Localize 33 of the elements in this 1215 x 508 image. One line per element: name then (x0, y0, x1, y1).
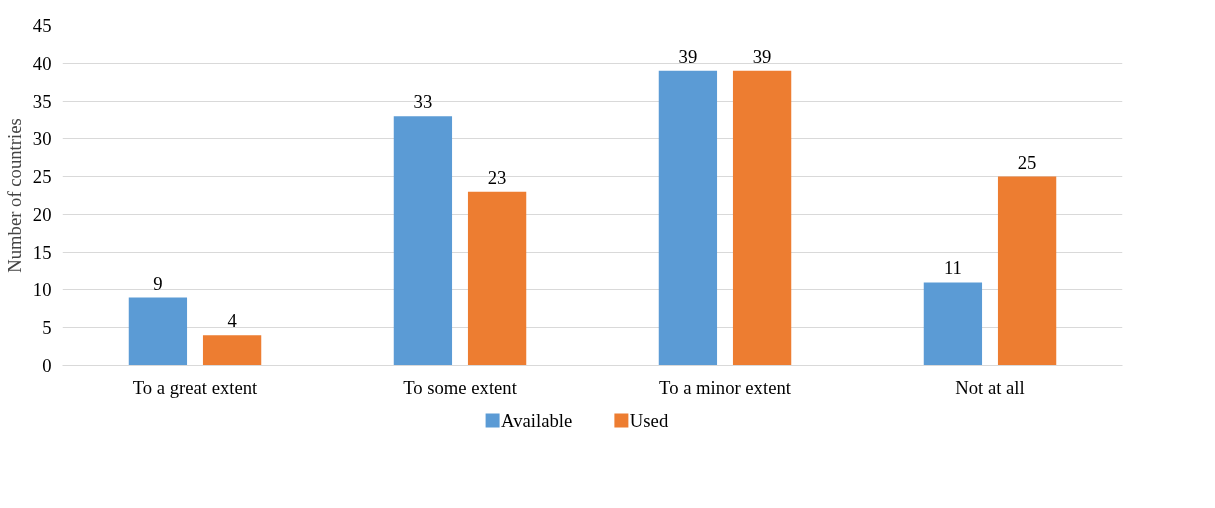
y-tick-label: 25 (32, 166, 52, 188)
bar (467, 191, 527, 366)
legend-label: Available (501, 410, 573, 431)
y-tick-label: 20 (32, 203, 52, 225)
bar (128, 297, 188, 366)
data-label: 23 (487, 166, 507, 188)
x-tick-label: To a minor extent (659, 376, 792, 398)
data-label: 9 (153, 272, 163, 294)
bar (923, 282, 983, 366)
y-tick-label: 5 (42, 317, 52, 339)
bar (202, 335, 262, 366)
y-tick-label: 30 (32, 128, 52, 150)
data-label: 4 (227, 310, 238, 332)
x-tick-label: Not at all (955, 376, 1025, 398)
y-axis-title: Number of countries (3, 118, 25, 273)
y-tick-label: 10 (32, 279, 52, 301)
y-tick-label: 15 (32, 241, 52, 263)
data-label: 39 (752, 45, 772, 67)
data-label: 11 (943, 257, 962, 279)
x-tick-label: To some extent (403, 376, 518, 398)
bar (393, 116, 453, 366)
y-tick-label: 45 (32, 15, 52, 36)
y-tick-label: 40 (32, 52, 52, 74)
bar (732, 70, 792, 366)
legend-label: Used (629, 410, 669, 431)
data-label: 33 (413, 91, 433, 113)
x-tick-label: To a great extent (132, 376, 259, 398)
y-tick-label: 0 (42, 355, 52, 376)
bar (997, 176, 1057, 366)
y-tick-label: 35 (32, 90, 52, 112)
data-label: 25 (1017, 151, 1037, 173)
data-label: 39 (678, 45, 698, 67)
bar (658, 70, 718, 366)
